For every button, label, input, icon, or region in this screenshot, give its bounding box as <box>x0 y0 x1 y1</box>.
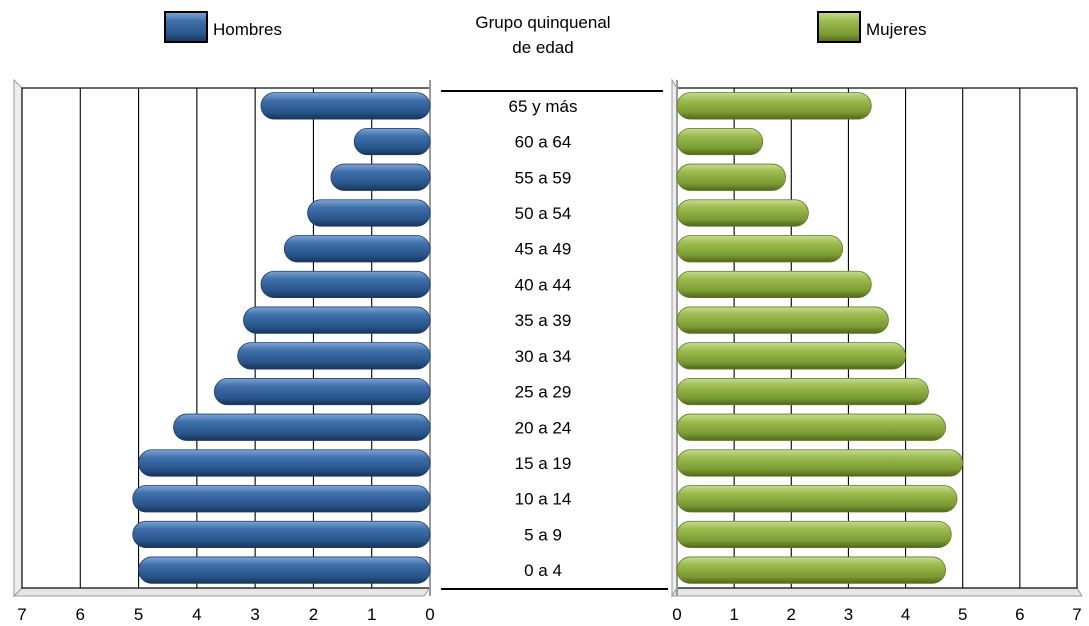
legend-swatch-mujeres <box>817 11 861 43</box>
bar-mujeres-65-y-mas <box>676 92 872 120</box>
bar-mujeres-5-a-9 <box>676 520 952 549</box>
left-tick-label: 2 <box>309 605 318 624</box>
bar-mujeres-10-a-14 <box>676 485 958 513</box>
legend-label-hombres: Hombres <box>213 20 282 39</box>
bar-hombres-25-a-29 <box>213 377 431 406</box>
age-label-30-a-34: 30 a 34 <box>515 347 572 366</box>
age-label-45-a-49: 45 a 49 <box>515 240 572 259</box>
bar-mujeres-20-a-24 <box>676 413 946 441</box>
age-label-65-y-mas: 65 y más <box>509 97 578 116</box>
right-tick-label: 2 <box>787 605 796 624</box>
right-tick-label: 3 <box>844 605 853 624</box>
bar-hombres-65-y-mas <box>260 92 431 120</box>
age-label-15-a-19: 15 a 19 <box>515 454 572 473</box>
legend-label-mujeres: Mujeres <box>866 20 926 39</box>
legend-swatch-hombres <box>164 11 208 43</box>
bar-hombres-55-a-59 <box>330 163 431 191</box>
left-panel-side-wall <box>13 78 23 598</box>
age-label-50-a-54: 50 a 54 <box>515 204 572 223</box>
left-tick-label: 1 <box>367 605 376 624</box>
left-tick-label: 6 <box>76 605 85 624</box>
bar-hombres-20-a-24 <box>173 413 431 441</box>
age-label-40-a-44: 40 a 44 <box>515 275 572 294</box>
age-label-35-a-39: 35 a 39 <box>515 311 572 330</box>
right-tick-label: 0 <box>672 605 681 624</box>
age-label-10-a-14: 10 a 14 <box>515 490 572 509</box>
legend-hombres: Hombres <box>164 11 282 43</box>
right-tick-label: 5 <box>958 605 967 624</box>
left-bars-hombres <box>132 92 431 584</box>
bar-hombres-45-a-49 <box>283 235 431 263</box>
bar-mujeres-0-a-4 <box>676 556 946 584</box>
right-tick-label: 7 <box>1072 605 1081 624</box>
age-label-55-a-59: 55 a 59 <box>515 168 572 187</box>
left-panel: 7 6 5 4 3 2 1 0 <box>12 78 435 624</box>
left-tick-label: 3 <box>250 605 259 624</box>
bar-hombres-10-a-14 <box>132 485 431 513</box>
bar-mujeres-25-a-29 <box>676 377 929 406</box>
bar-hombres-35-a-39 <box>243 306 431 334</box>
bar-mujeres-40-a-44 <box>676 270 872 299</box>
age-label-25-a-29: 25 a 29 <box>515 383 572 402</box>
age-label-20-a-24: 20 a 24 <box>515 418 572 437</box>
left-tick-label: 7 <box>17 605 26 624</box>
bar-mujeres-35-a-39 <box>676 306 889 334</box>
legend-mujeres: Mujeres <box>817 11 926 43</box>
bar-mujeres-60-a-64 <box>676 127 764 156</box>
age-label-60-a-64: 60 a 64 <box>515 133 572 152</box>
bar-mujeres-30-a-34 <box>676 342 906 370</box>
left-tick-label: 4 <box>192 605 201 624</box>
bar-mujeres-45-a-49 <box>676 235 844 263</box>
right-panel-floor <box>671 587 1083 597</box>
left-gridlines <box>79 80 431 596</box>
bar-hombres-60-a-64 <box>353 127 431 156</box>
age-group-labels: 65 y más 60 a 64 55 a 59 50 a 54 45 a 49 40 a… <box>509 97 578 580</box>
bar-hombres-15-a-19 <box>138 449 431 477</box>
center-title-line-2: de edad <box>512 38 573 57</box>
right-bars-mujeres <box>676 92 964 584</box>
bar-hombres-50-a-54 <box>307 199 431 227</box>
bar-hombres-5-a-9 <box>132 520 431 549</box>
bar-mujeres-55-a-59 <box>676 163 786 191</box>
bar-hombres-40-a-44 <box>260 270 431 299</box>
bar-hombres-30-a-34 <box>237 342 431 370</box>
right-tick-label: 4 <box>901 605 910 624</box>
left-panel-plot-area <box>21 87 431 589</box>
left-tick-label: 0 <box>425 605 434 624</box>
right-x-axis-ticks: 0 1 2 3 4 5 6 7 <box>672 605 1081 624</box>
age-label-5-a-9: 5 a 9 <box>524 525 562 544</box>
center-title-line-1: Grupo quinquenal <box>475 13 610 32</box>
right-tick-label: 6 <box>1015 605 1024 624</box>
bar-mujeres-50-a-54 <box>676 199 809 227</box>
right-panel-plot-area <box>676 87 1078 589</box>
right-tick-label: 1 <box>729 605 738 624</box>
left-tick-label: 5 <box>134 605 143 624</box>
bar-mujeres-15-a-19 <box>676 449 964 477</box>
right-panel: 0 1 2 3 4 5 6 7 <box>671 78 1083 624</box>
bar-hombres-0-a-4 <box>138 556 431 584</box>
age-label-0-a-4: 0 a 4 <box>524 561 562 580</box>
left-x-axis-ticks: 7 6 5 4 3 2 1 0 <box>17 605 434 624</box>
left-panel-floor <box>12 587 431 597</box>
